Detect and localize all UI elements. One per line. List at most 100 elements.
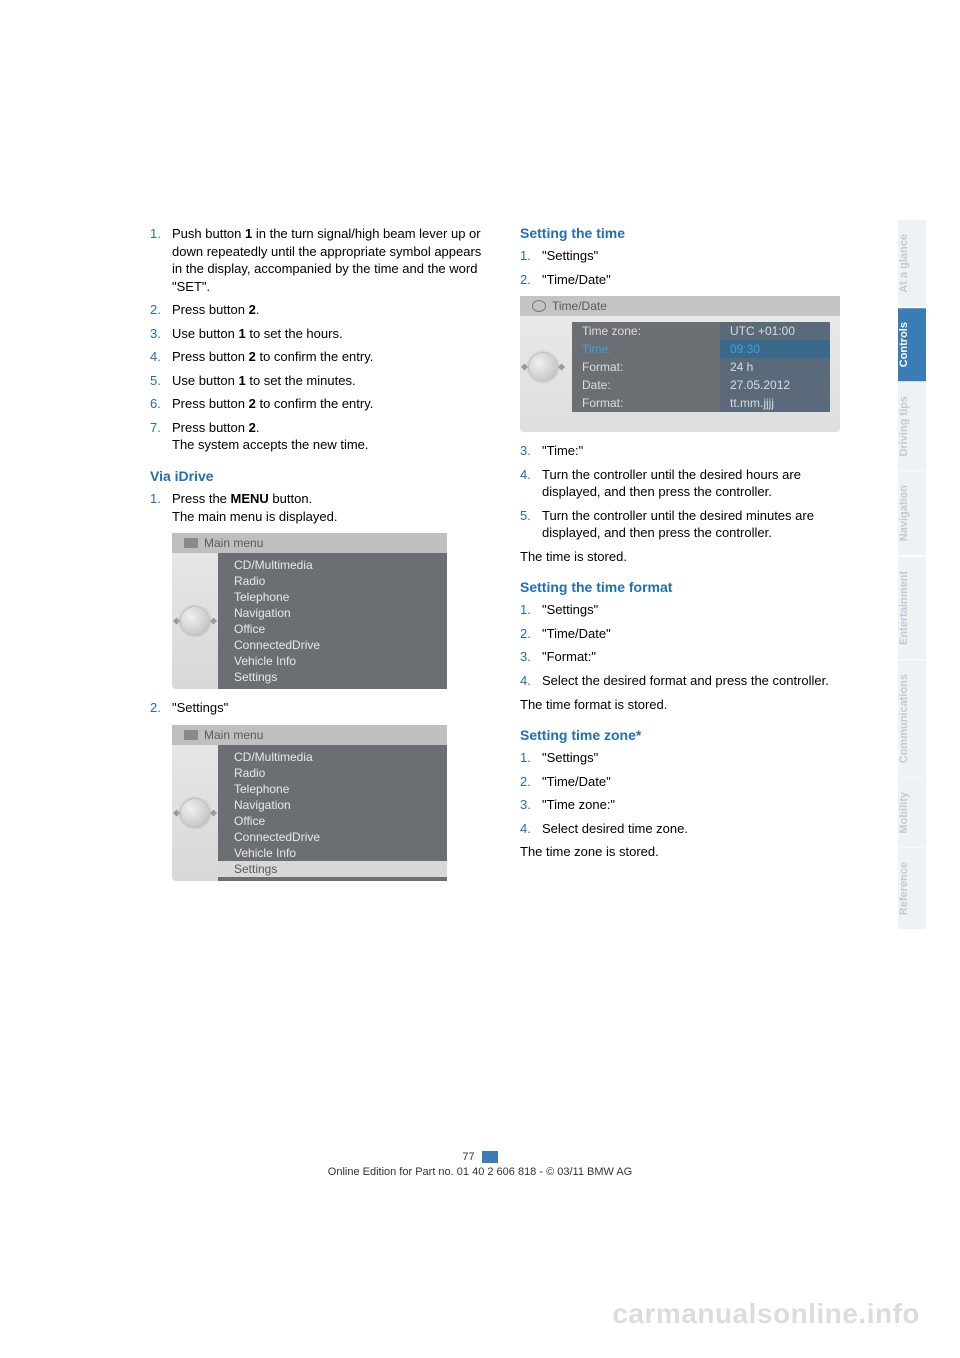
step-text: "Time zone:" (542, 796, 860, 814)
step-text: Select the desired format and press the … (542, 672, 860, 690)
step-number: 3. (150, 325, 172, 343)
section-tab[interactable]: Driving tips (898, 382, 926, 471)
timedate-label: Date: (572, 376, 720, 394)
knob-icon (529, 353, 557, 381)
step-text: Turn the controller until the desired ho… (542, 466, 860, 501)
step-item: 2."Time/Date" (520, 773, 860, 791)
step-number: 5. (150, 372, 172, 390)
idrive-menu-item: Office (218, 813, 447, 829)
idrive-header-title: Main menu (204, 728, 263, 742)
step-number: 2. (520, 271, 542, 289)
idrive-knob (520, 316, 566, 418)
step-text: "Time:" (542, 442, 860, 460)
idrive-menu-item: Navigation (218, 605, 447, 621)
section-tab[interactable]: Entertainment (898, 557, 926, 659)
section-tab[interactable]: At a glance (898, 220, 926, 307)
step-number: 2. (520, 773, 542, 791)
step-item: 2.Press button 2. (150, 301, 490, 319)
steps-list: 2."Settings" (150, 699, 490, 717)
steps-list: 1.Push button 1 in the turn signal/high … (150, 225, 490, 454)
step-item: 5.Use button 1 to set the minutes. (150, 372, 490, 390)
page: 1.Push button 1 in the turn signal/high … (0, 0, 960, 1358)
idrive-menu-item: Radio (218, 573, 447, 589)
idrive-menu-item: CD/Multimedia (218, 557, 447, 573)
idrive-menu-item: CD/Multimedia (218, 749, 447, 765)
right-column: Setting the time 1."Settings"2."Time/Dat… (520, 225, 860, 891)
timedate-row: Format:tt.mm.jjjj (572, 394, 830, 412)
section-tab[interactable]: Navigation (898, 471, 926, 555)
timedate-label: Format: (572, 394, 720, 412)
timedate-row: Time:09:30 (572, 340, 830, 358)
step-number: 1. (520, 247, 542, 265)
timedate-value: 24 h (720, 358, 830, 376)
heading-via-idrive: Via iDrive (150, 468, 490, 484)
idrive-menu-item: Telephone (218, 781, 447, 797)
timedate-row: Format:24 h (572, 358, 830, 376)
step-item: 2."Time/Date" (520, 625, 860, 643)
idrive-screenshot: Main menu CD/MultimediaRadioTelephoneNav… (172, 725, 447, 881)
step-text: Select desired time zone. (542, 820, 860, 838)
step-text: "Format:" (542, 648, 860, 666)
section-tab[interactable]: Controls (898, 308, 926, 381)
idrive-knob (172, 745, 218, 881)
step-item: 1.Push button 1 in the turn signal/high … (150, 225, 490, 295)
step-text: "Settings" (542, 601, 860, 619)
step-text: "Time/Date" (542, 625, 860, 643)
steps-list: 1."Settings"2."Time/Date"3."Format:"4.Se… (520, 601, 860, 689)
step-item: 7.Press button 2.The system accepts the … (150, 419, 490, 454)
step-item: 3."Format:" (520, 648, 860, 666)
knob-icon (181, 607, 209, 635)
heading-setting-time: Setting the time (520, 225, 860, 241)
step-item: 4.Press button 2 to confirm the entry. (150, 348, 490, 366)
timedate-grid: Time zone:UTC +01:00Time:09:30Format:24 … (566, 316, 840, 418)
step-number: 1. (520, 749, 542, 767)
menu-icon (184, 730, 198, 740)
step-item: 2."Time/Date" (520, 271, 860, 289)
step-item: 5.Turn the controller until the desired … (520, 507, 860, 542)
section-tab[interactable]: Mobility (898, 778, 926, 848)
clock-icon (532, 300, 546, 312)
body-text: The time zone is stored. (520, 843, 860, 861)
idrive-menu-item: Vehicle Info (218, 653, 447, 669)
step-number: 2. (150, 699, 172, 717)
idrive-menu-item: Settings (218, 861, 447, 877)
step-number: 3. (520, 442, 542, 460)
idrive-items: CD/MultimediaRadioTelephoneNavigationOff… (218, 553, 447, 689)
idrive-items: CD/MultimediaRadioTelephoneNavigationOff… (218, 745, 447, 881)
step-item: 4.Select the desired format and press th… (520, 672, 860, 690)
page-number: 77 (462, 1151, 474, 1163)
step-item: 3."Time:" (520, 442, 860, 460)
footer-pagenum-row: 77 (0, 1151, 960, 1166)
step-number: 4. (520, 820, 542, 838)
section-tabs: At a glanceControlsDriving tipsNavigatio… (898, 220, 926, 931)
idrive-body: CD/MultimediaRadioTelephoneNavigationOff… (172, 745, 447, 881)
idrive-body: CD/MultimediaRadioTelephoneNavigationOff… (172, 553, 447, 689)
step-number: 1. (150, 225, 172, 295)
page-footer: 77 Online Edition for Part no. 01 40 2 6… (0, 1151, 960, 1178)
step-text: Press button 2. (172, 301, 490, 319)
idrive-screenshot: Main menu CD/MultimediaRadioTelephoneNav… (172, 533, 447, 689)
step-item: 4.Turn the controller until the desired … (520, 466, 860, 501)
timedate-body: Time zone:UTC +01:00Time:09:30Format:24 … (520, 316, 840, 432)
step-number: 7. (150, 419, 172, 454)
idrive-menu-item: Radio (218, 765, 447, 781)
timedate-header: Time/Date (520, 296, 840, 316)
step-text: Press button 2 to confirm the entry. (172, 348, 490, 366)
page-bar-icon (482, 1151, 498, 1163)
section-tab[interactable]: Reference (898, 848, 926, 929)
step-item: 4.Select desired time zone. (520, 820, 860, 838)
idrive-menu-item: Navigation (218, 797, 447, 813)
steps-list: 1.Press the MENU button.The main menu is… (150, 490, 490, 525)
step-text: Press button 2 to confirm the entry. (172, 395, 490, 413)
steps-list: 1."Settings"2."Time/Date" (520, 247, 860, 288)
idrive-menu-item: ConnectedDrive (218, 829, 447, 845)
section-tab[interactable]: Communications (898, 660, 926, 777)
idrive-menu-item: Office (218, 621, 447, 637)
step-number: 4. (150, 348, 172, 366)
idrive-menu-item: Vehicle Info (218, 845, 447, 861)
step-item: 3."Time zone:" (520, 796, 860, 814)
step-number: 1. (150, 490, 172, 525)
idrive-menu-item: Settings (218, 669, 447, 685)
timedate-row: Date:27.05.2012 (572, 376, 830, 394)
step-text: Use button 1 to set the minutes. (172, 372, 490, 390)
